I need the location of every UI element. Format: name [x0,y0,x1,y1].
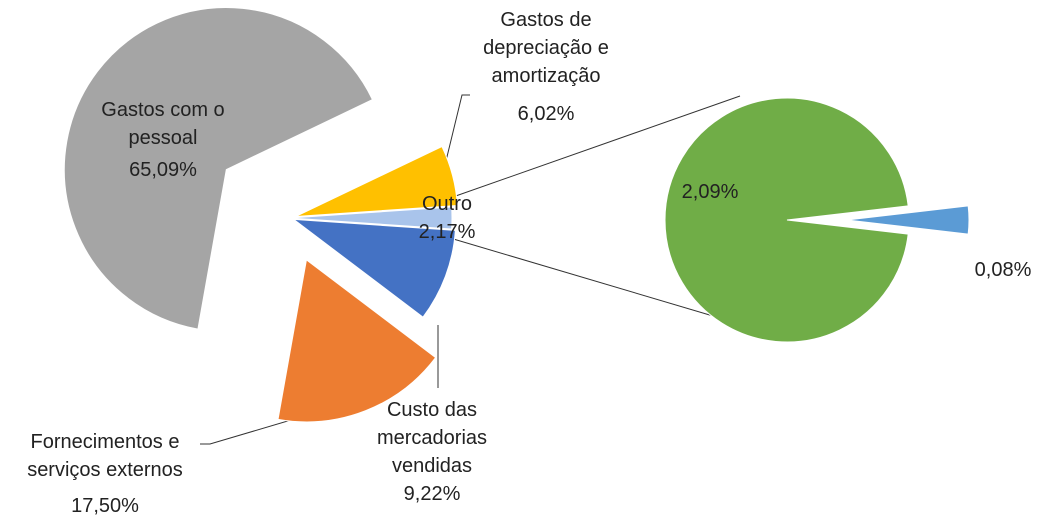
value-label: 9,22% [403,483,461,505]
slice-label: Outro [421,193,473,215]
value-label: 17,50% [71,495,139,517]
leader-line [200,411,319,445]
pie-slice [289,206,453,230]
slice-label: Fornecimentos e serviços externos [27,431,183,481]
pie-slice [63,7,374,330]
value-label: 2,09% [681,181,739,203]
pie-slice [292,218,456,318]
leader-line [444,94,470,166]
pie-slice [664,97,909,343]
value-label: 6,02% [517,103,575,125]
value-label: 2,17% [418,221,476,243]
connector-line [449,237,741,325]
value-label: 0,08% [974,259,1032,281]
pie-slice [846,205,970,235]
pie-slice [277,259,437,423]
slice-label: Gastos com o pessoal [101,99,225,149]
pie-slice [295,145,458,217]
value-label: 65,09% [129,159,197,181]
connector-line [449,95,741,199]
slice-label: Gastos de depreciação e amortização [483,9,609,87]
slice-label: Custo das mercadorias vendidas [376,399,488,477]
